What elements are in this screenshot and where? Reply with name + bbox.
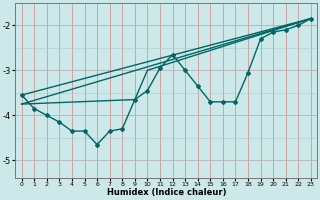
X-axis label: Humidex (Indice chaleur): Humidex (Indice chaleur) xyxy=(107,188,226,197)
